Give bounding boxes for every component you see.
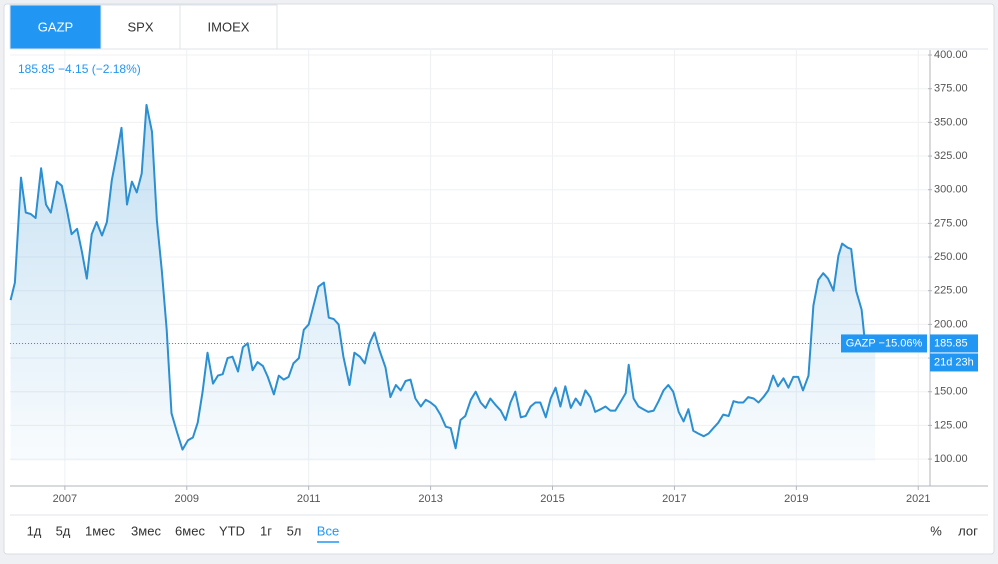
range-button[interactable]: Все [317, 523, 339, 538]
x-tick-label: 2015 [540, 493, 564, 505]
range-button[interactable]: 3мес [131, 523, 161, 538]
tab-bg [179, 4, 278, 50]
range-button[interactable]: 5л [287, 523, 302, 538]
y-tick-label: 300.00 [934, 184, 968, 196]
last-price-label: 185.85 [934, 337, 968, 349]
price-line [9, 103, 867, 451]
y-tick-label: 125.00 [934, 419, 968, 431]
tab[interactable]: SPX [100, 4, 181, 50]
range-button[interactable]: 1г [260, 523, 272, 538]
y-tick-label: 100.00 [934, 453, 968, 465]
y-tick-label: 250.00 [934, 251, 968, 263]
countdown: 21d 23h [934, 356, 974, 368]
area [10, 104, 876, 462]
x-tick-label: 2017 [662, 493, 686, 505]
y-tick-label: 375.00 [934, 83, 968, 95]
range-button[interactable]: 5д [56, 523, 71, 538]
tab-bg [100, 4, 181, 50]
x-tick-label: 2013 [418, 493, 442, 505]
tab[interactable]: GAZP [9, 4, 102, 50]
x-tick-label: 2019 [784, 493, 808, 505]
range-button[interactable]: YTD [219, 523, 245, 538]
tab-label: GAZP [38, 19, 73, 34]
y-tick-label: 150.00 [934, 386, 968, 398]
scale-button[interactable]: % [930, 523, 942, 538]
range-button[interactable]: 6мес [175, 523, 205, 538]
y-tick-label: 275.00 [934, 217, 968, 229]
countdown-bg [930, 353, 978, 372]
x-tick-label: 2009 [175, 493, 199, 505]
y-tick-label: 225.00 [934, 285, 968, 297]
tab-label: IMOEX [208, 19, 250, 34]
y-tick-label: 400.00 [934, 49, 968, 61]
range-button[interactable]: 1д [27, 523, 42, 538]
x-tick-label: 2021 [906, 493, 930, 505]
range-button[interactable]: 1мес [85, 523, 115, 538]
x-tick-label: 2007 [53, 493, 77, 505]
x-tick-label: 2011 [297, 493, 321, 505]
y-tick-label: 200.00 [934, 318, 968, 330]
y-tick-label: 325.00 [934, 150, 968, 162]
y-tick-label: 350.00 [934, 116, 968, 128]
scale-button[interactable]: лог [958, 523, 978, 538]
price-badge: GAZP −15.06% [846, 337, 923, 349]
tab[interactable]: IMOEX [179, 4, 278, 50]
price-badge-bg [841, 334, 927, 353]
tab-label: SPX [127, 19, 153, 34]
last-price-bg [930, 334, 978, 353]
legend: 185.85 −4.15 (−2.18%) [18, 62, 141, 76]
tab-bg [9, 4, 102, 50]
